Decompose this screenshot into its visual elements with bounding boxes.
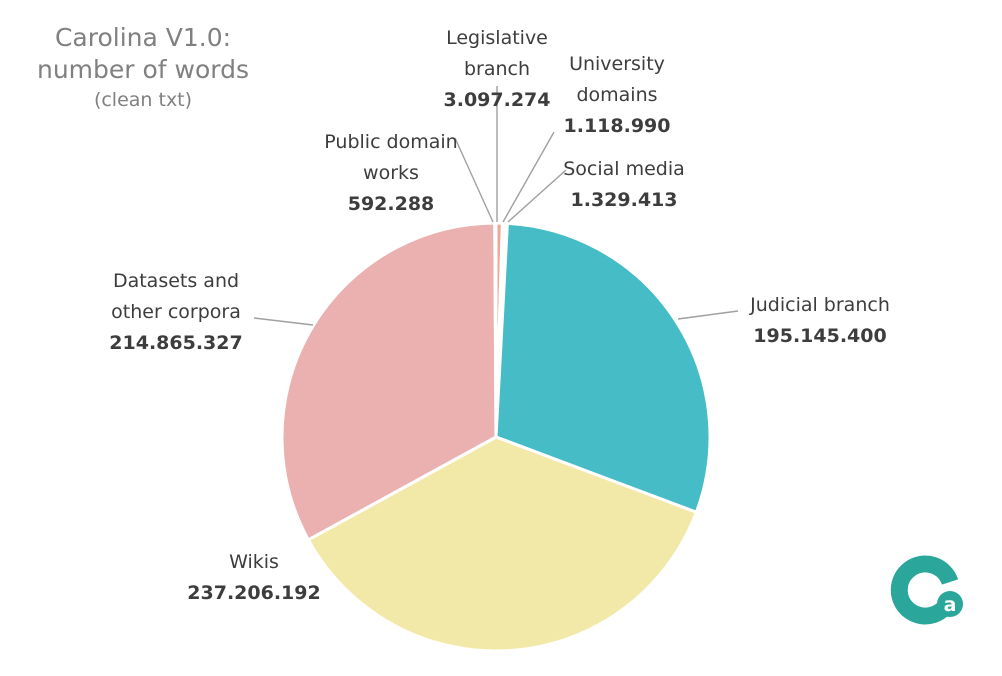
slice-label-university-domains: University domains 1.118.990 bbox=[564, 53, 671, 137]
slice-label-line: Judicial branch bbox=[749, 294, 890, 316]
pie-slice-datasets-and-other-corpora bbox=[280, 221, 498, 542]
leader-line-social-media bbox=[507, 169, 567, 223]
leader-line-university-domains bbox=[502, 131, 555, 223]
pie-slice-wikis bbox=[306, 435, 699, 653]
logo-a-letter: a bbox=[944, 594, 957, 616]
slice-label-line: domains bbox=[576, 84, 657, 106]
slice-label-line: Legislative bbox=[446, 27, 548, 49]
pie-slices bbox=[280, 221, 712, 653]
slice-label-social-media: Social media 1.329.413 bbox=[563, 158, 685, 211]
slice-value-label: 237.206.192 bbox=[187, 582, 320, 604]
slice-value-label: 3.097.274 bbox=[444, 89, 551, 111]
slice-value-label: 1.118.990 bbox=[564, 115, 671, 137]
chart-title-line1: Carolina V1.0: bbox=[54, 23, 232, 52]
slice-label-line: Public domain bbox=[324, 131, 457, 153]
logo-c-shape bbox=[890, 555, 959, 625]
chart-subtitle: (clean txt) bbox=[93, 89, 193, 111]
pie-slice-public-domain-works bbox=[493, 221, 498, 438]
slice-labels: Legislative branch 3.097.274 University doma… bbox=[109, 27, 890, 604]
chart-title-line2: number of words bbox=[36, 55, 250, 84]
leader-line-public-domain-works bbox=[454, 137, 494, 223]
chart-title: Carolina V1.0: number of words (clean tx… bbox=[0, 22, 286, 113]
pie-slice-judicial-branch bbox=[494, 221, 712, 515]
leader-line-judicial-branch bbox=[677, 310, 739, 320]
slice-label-line: Datasets and bbox=[113, 270, 239, 292]
leader-line-datasets-and-other-corpora bbox=[253, 317, 314, 326]
slice-value-label: 592.288 bbox=[348, 193, 435, 215]
slice-value-label: 214.865.327 bbox=[109, 332, 242, 354]
slice-label-wikis: Wikis 237.206.192 bbox=[187, 551, 320, 604]
slice-value-label: 195.145.400 bbox=[753, 325, 886, 347]
slice-label-line: other corpora bbox=[111, 301, 241, 323]
slice-label-line: branch bbox=[464, 58, 530, 80]
slice-label-line: Wikis bbox=[229, 551, 279, 573]
logo: a bbox=[890, 555, 963, 625]
slice-label-datasets-and-other-corpora: Datasets and other corpora 214.865.327 bbox=[109, 270, 242, 354]
slice-label-line: University bbox=[569, 53, 665, 75]
slice-label-legislative-branch: Legislative branch 3.097.274 bbox=[444, 27, 551, 111]
logo-a-circle bbox=[937, 591, 963, 617]
slice-label-public-domain-works: Public domain works 592.288 bbox=[324, 131, 457, 215]
slice-label-line: Social media bbox=[563, 158, 685, 180]
slice-label-line: works bbox=[363, 162, 419, 184]
leader-lines bbox=[253, 86, 739, 326]
slice-label-judicial-branch: Judicial branch 195.145.400 bbox=[749, 294, 890, 347]
slice-value-label: 1.329.413 bbox=[571, 189, 678, 211]
